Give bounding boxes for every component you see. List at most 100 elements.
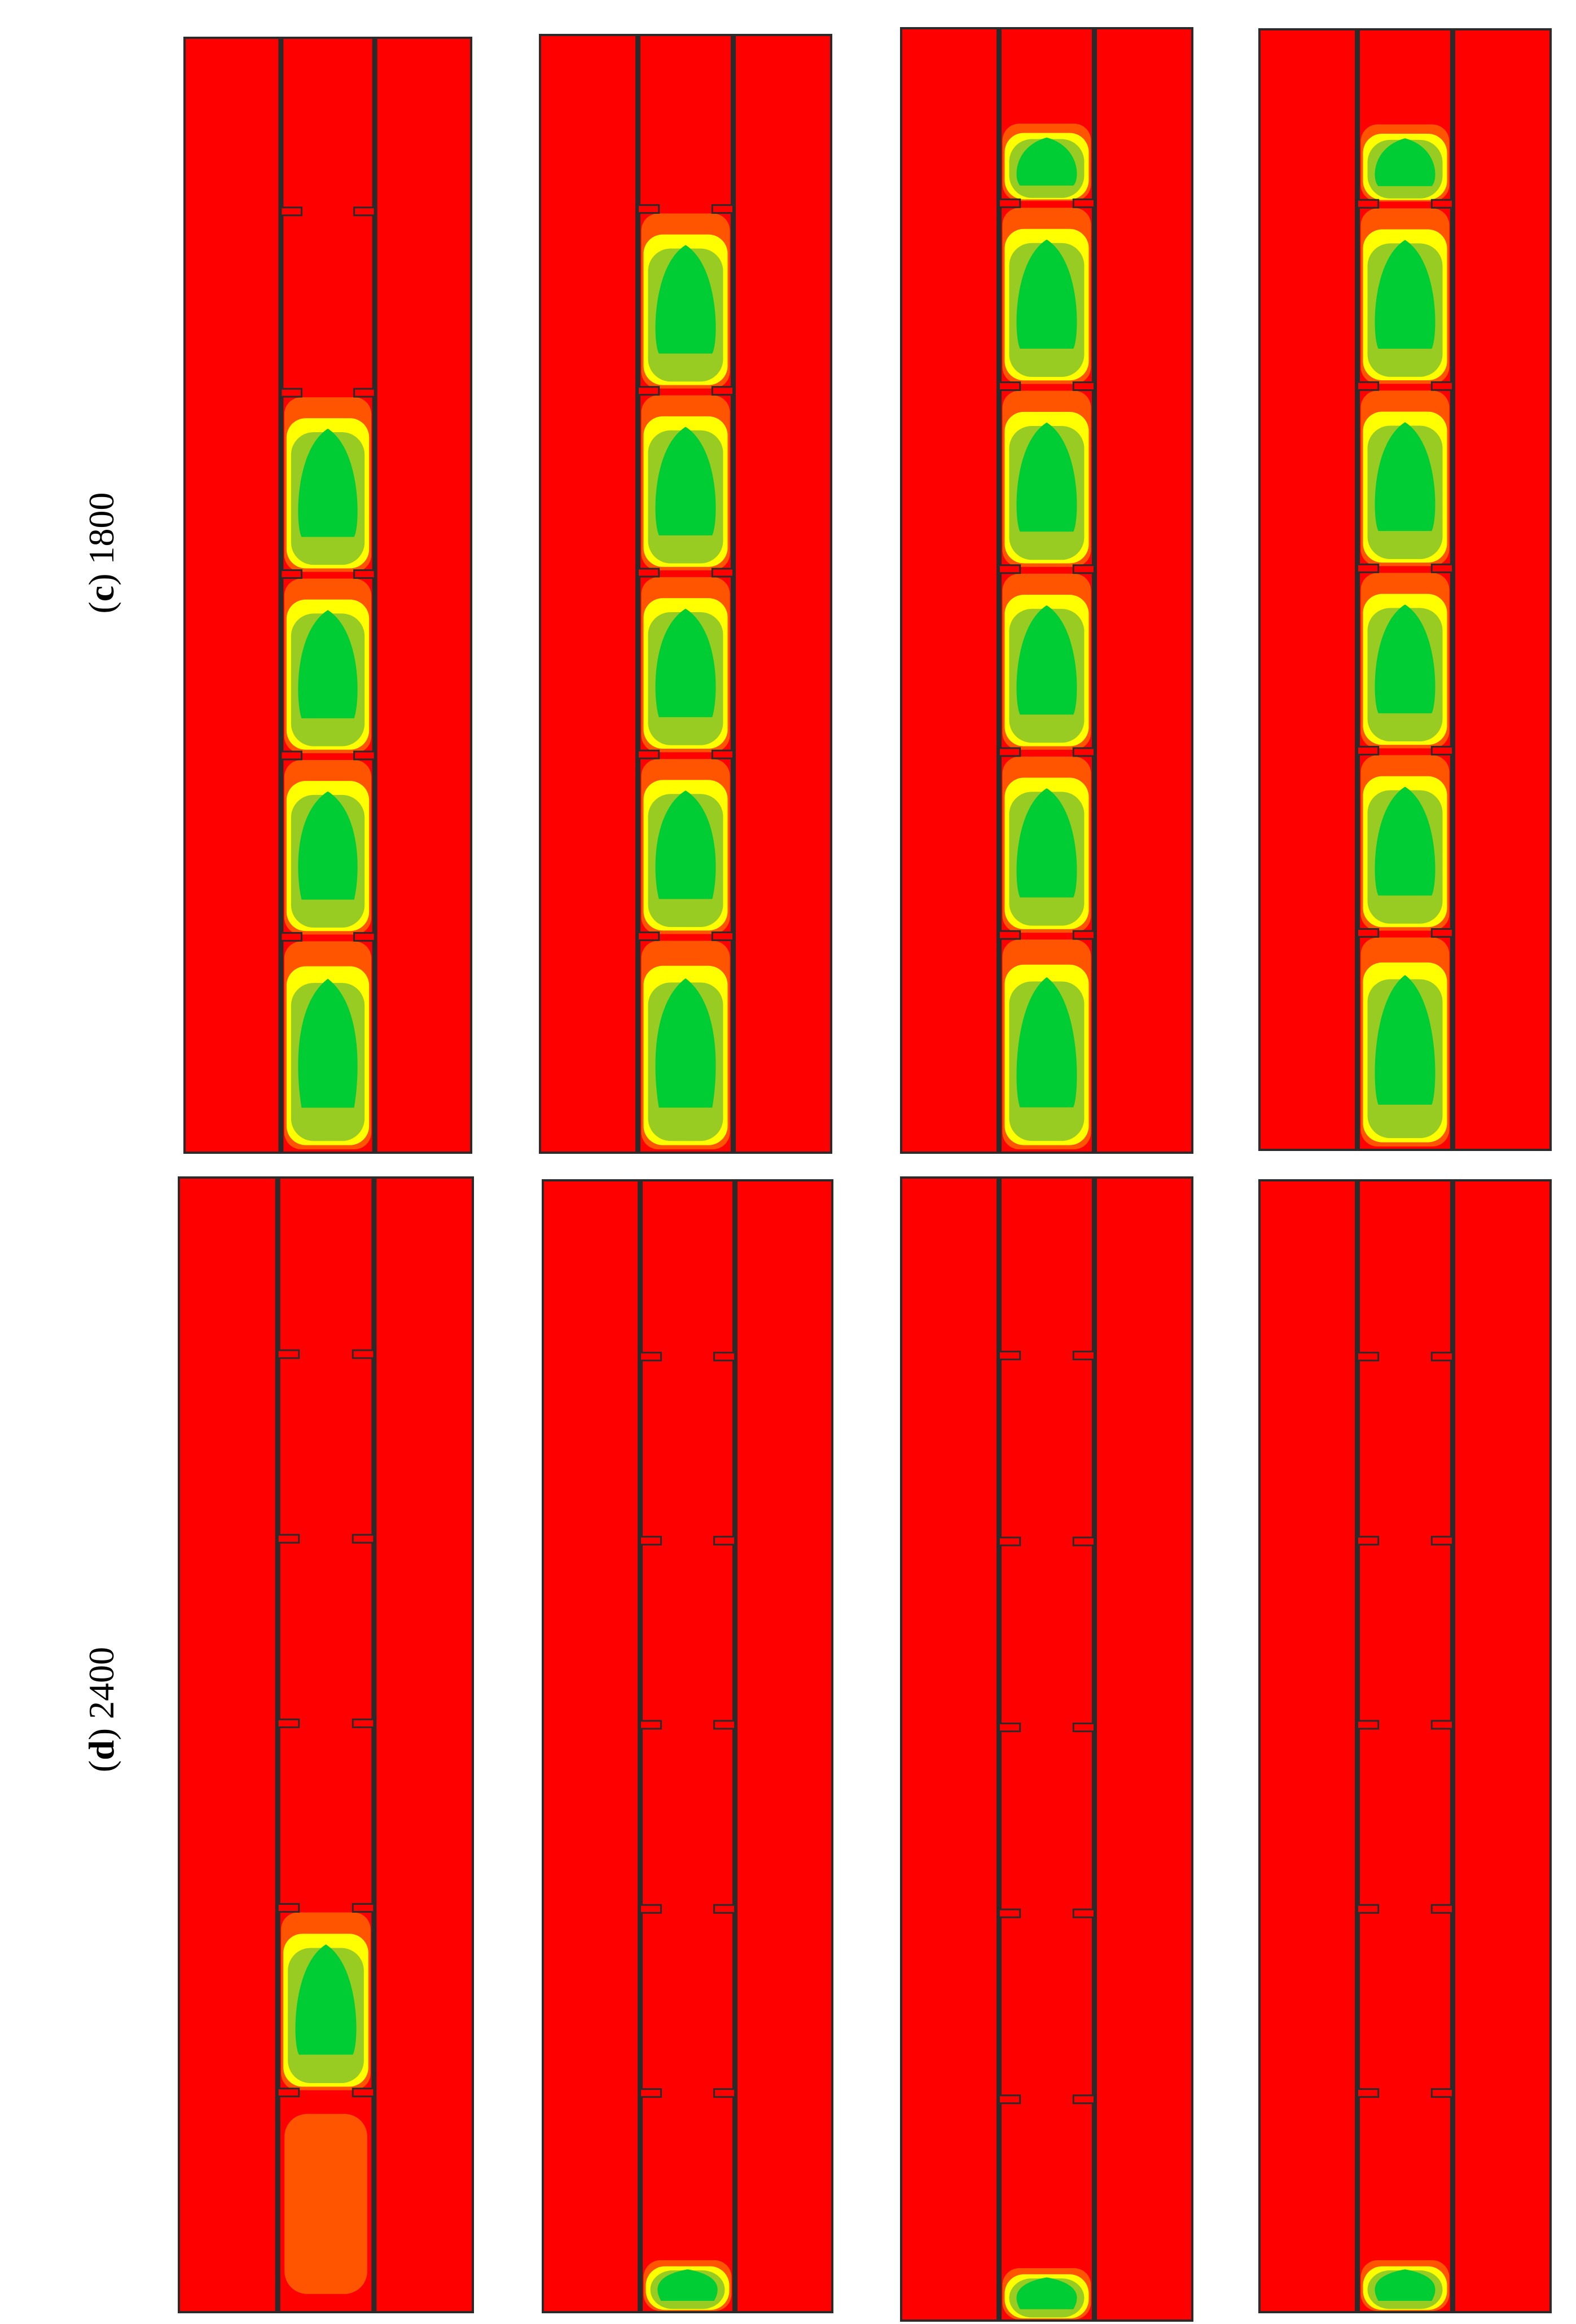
baffle-right	[713, 2088, 736, 2098]
slug-green	[298, 610, 358, 719]
channel-wall-left	[638, 1181, 643, 2311]
baffle-right	[713, 1904, 736, 1914]
contour-panel-d2	[542, 1179, 833, 2313]
channel-wall-right	[372, 39, 377, 1152]
slug-green	[657, 2269, 718, 2301]
baffle-right	[713, 1536, 736, 1546]
baffle-left	[1356, 928, 1380, 938]
channel-wall-right	[1450, 30, 1455, 1149]
slug	[1360, 755, 1450, 931]
baffle-left	[998, 1723, 1021, 1733]
channel-wall-right	[1091, 1179, 1097, 2319]
slug-green	[655, 608, 716, 718]
slug	[1002, 939, 1091, 1149]
baffle-left	[280, 207, 302, 217]
slug-green	[1016, 977, 1077, 1108]
slug-orange	[284, 2114, 367, 2294]
slug	[643, 2260, 732, 2311]
baffle-left	[998, 1350, 1021, 1360]
contour-svg	[996, 29, 1097, 1152]
baffle-right	[1430, 928, 1454, 938]
baffle-right	[1430, 745, 1454, 755]
baffle-right	[1430, 1351, 1454, 1361]
baffle-right	[1072, 198, 1095, 208]
baffle-right	[1430, 1904, 1454, 1914]
contour-svg	[635, 36, 736, 1152]
baffle-left	[280, 569, 302, 579]
slug	[1002, 756, 1091, 933]
baffle-left	[1356, 563, 1380, 573]
channel-wall-left	[275, 1179, 280, 2311]
slug	[641, 941, 730, 1149]
baffle-right	[711, 204, 734, 214]
contour-svg	[275, 1179, 377, 2311]
row-value: 1800	[81, 492, 121, 565]
slug-green	[1375, 975, 1435, 1105]
baffle-right	[352, 1718, 375, 1728]
slug	[1360, 2260, 1450, 2311]
slug	[1002, 390, 1091, 567]
baffle-right	[353, 569, 376, 579]
baffle-left	[998, 747, 1021, 757]
slug-green	[298, 428, 358, 537]
slug-green	[1375, 2269, 1435, 2301]
slug-green	[1016, 605, 1077, 715]
baffle-right	[1072, 1536, 1095, 1547]
slug	[284, 578, 372, 753]
row-label-c: (c) 1800	[81, 492, 121, 614]
slug	[1360, 390, 1450, 566]
baffle-left	[276, 1534, 300, 1544]
baffle-right	[1430, 1720, 1454, 1730]
baffle-right	[352, 2088, 375, 2098]
slug-green	[1375, 604, 1435, 714]
baffle-right	[711, 931, 734, 941]
baffle-left	[637, 749, 660, 759]
channel-wall-left	[278, 39, 284, 1152]
baffle-left	[280, 750, 302, 761]
slug	[1360, 208, 1450, 384]
slug-green	[298, 791, 358, 900]
slug	[1002, 2268, 1091, 2319]
contour-svg	[638, 1181, 737, 2311]
slug-green	[1016, 788, 1077, 898]
slug	[1360, 124, 1450, 202]
baffle-left	[998, 1908, 1021, 1918]
slug	[284, 397, 372, 572]
contour-svg	[1355, 1181, 1455, 2311]
baffle-left	[1356, 199, 1380, 209]
contour-panel-c2	[539, 34, 832, 1154]
baffle-right	[1430, 563, 1454, 573]
baffle-left	[998, 930, 1021, 940]
slug	[284, 759, 372, 935]
baffle-right	[713, 1720, 736, 1730]
baffle-left	[276, 1718, 300, 1728]
baffle-left	[1356, 2088, 1380, 2098]
row-letter: d	[81, 1740, 121, 1760]
slug-green	[655, 245, 716, 354]
baffle-right	[1072, 2094, 1095, 2105]
baffle-left	[280, 932, 302, 942]
slug-green	[1375, 138, 1435, 186]
baffle-right	[711, 749, 734, 759]
baffle-left	[276, 2088, 300, 2098]
baffle-left	[639, 2088, 662, 2098]
channel-wall-left	[996, 1179, 1002, 2319]
baffle-right	[1072, 930, 1095, 940]
contour-panel-d3	[900, 1176, 1193, 2322]
baffle-left	[998, 381, 1021, 392]
slug-green	[1016, 2277, 1077, 2309]
slug-green	[655, 427, 716, 535]
slug-green	[1016, 422, 1077, 532]
slug	[1360, 937, 1450, 1146]
baffle-left	[998, 2094, 1021, 2105]
baffle-left	[639, 1351, 662, 1361]
baffle-left	[1356, 1536, 1380, 1546]
baffle-right	[1430, 381, 1454, 391]
channel-wall-right	[371, 1179, 377, 2311]
slug	[281, 1912, 371, 2090]
baffle-left	[998, 198, 1021, 208]
baffle-left	[639, 1904, 662, 1914]
slug	[1002, 573, 1091, 750]
baffle-left	[276, 1349, 300, 1359]
slug	[641, 395, 730, 570]
